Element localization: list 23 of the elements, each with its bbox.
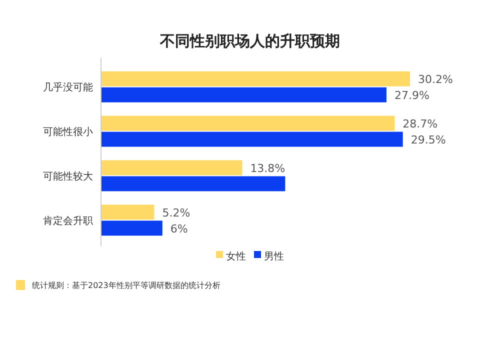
- legend-label: 女性: [226, 250, 246, 262]
- bar: [101, 71, 410, 86]
- y-tick-label: 可能性很小: [43, 126, 93, 138]
- data-label: 5.2%: [162, 206, 190, 220]
- text: 统计规则：基于2023年性别平等调研数据的统计分析: [32, 280, 220, 290]
- y-tick-label: 几乎没可能: [43, 82, 93, 94]
- chart-title: 不同性别职场人的升职预期: [159, 32, 340, 50]
- bar: [101, 87, 386, 102]
- y-tick-label: 肯定会升职: [43, 214, 93, 227]
- bar: [101, 176, 286, 192]
- bar: [101, 204, 154, 220]
- data-label: 28.7%: [402, 118, 438, 131]
- data-label: 30.2%: [418, 73, 453, 86]
- bar: [101, 132, 403, 147]
- data-label: 6%: [170, 222, 188, 236]
- data-label: 13.8%: [250, 162, 286, 176]
- data-label: 27.9%: [394, 89, 430, 102]
- data-label: 29.5%: [410, 134, 446, 147]
- legend-label: 男性: [264, 250, 284, 262]
- bar: [101, 160, 242, 176]
- y-tick-label: 可能性较大: [43, 170, 93, 182]
- bar: [101, 116, 395, 131]
- bar: [101, 220, 162, 236]
